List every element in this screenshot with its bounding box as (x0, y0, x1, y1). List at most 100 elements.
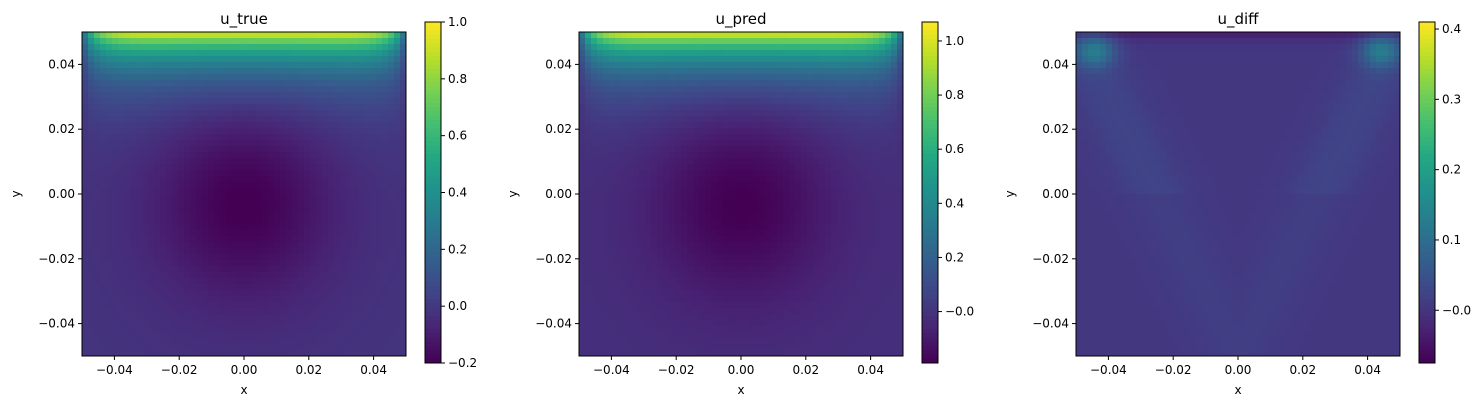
heatmap-cell (825, 116, 832, 123)
heatmap-cell (202, 62, 209, 69)
heatmap-cell (693, 56, 700, 63)
heatmap-cell (358, 62, 365, 69)
heatmap-cell (879, 242, 886, 249)
heatmap-cell (795, 68, 802, 75)
heatmap-cell (208, 266, 215, 273)
heatmap-cell (591, 86, 598, 93)
heatmap-cell (376, 80, 383, 87)
heatmap-cell (304, 140, 311, 147)
heatmap-cell (280, 218, 287, 225)
heatmap-cell (861, 188, 868, 195)
heatmap-cell (891, 32, 898, 39)
heatmap-cell (178, 80, 185, 87)
heatmap-cell (340, 164, 347, 171)
heatmap-cell (639, 32, 646, 39)
heatmap-cell (867, 230, 874, 237)
heatmap-cell (118, 332, 125, 339)
colorbar-segment (425, 51, 441, 57)
heatmap-cell (316, 206, 323, 213)
heatmap-cell (681, 224, 688, 231)
heatmap-cell (370, 314, 377, 321)
heatmap-cell (729, 140, 736, 147)
heatmap-cell (166, 194, 173, 201)
heatmap-cell (160, 332, 167, 339)
heatmap-cell (831, 62, 838, 69)
heatmap-cell (370, 104, 377, 111)
heatmap-cell (310, 236, 317, 243)
heatmap-cell (358, 212, 365, 219)
heatmap-cell (340, 254, 347, 261)
heatmap-cell (256, 44, 263, 51)
heatmap-cell (729, 122, 736, 129)
heatmap-cell (142, 212, 149, 219)
heatmap-cell (663, 200, 670, 207)
heatmap-cell (370, 140, 377, 147)
heatmap-cell (166, 272, 173, 279)
heatmap-cell (274, 122, 281, 129)
heatmap-cell (262, 296, 269, 303)
heatmap-cell (759, 230, 766, 237)
heatmap-cell (687, 32, 694, 39)
heatmap-cell (765, 80, 772, 87)
heatmap-cell (154, 290, 161, 297)
heatmap-cell (657, 98, 664, 105)
heatmap-cell (220, 206, 227, 213)
heatmap-cell (142, 110, 149, 117)
heatmap-cell (681, 182, 688, 189)
heatmap-cell (328, 314, 335, 321)
heatmap-cell (166, 134, 173, 141)
heatmap-cell (801, 116, 808, 123)
heatmap-cell (585, 182, 592, 189)
heatmap-cell (400, 194, 407, 201)
heatmap-cell (154, 86, 161, 93)
heatmap-cell (340, 212, 347, 219)
heatmap-cell (160, 212, 167, 219)
heatmap-cell (579, 110, 586, 117)
heatmap-cell (160, 38, 167, 45)
heatmap-cell (190, 236, 197, 243)
heatmap-cell (178, 350, 185, 357)
heatmap-cell (322, 332, 329, 339)
heatmap-cell (376, 272, 383, 279)
heatmap-cell (729, 110, 736, 117)
heatmap-cell (196, 182, 203, 189)
heatmap-cell (747, 182, 754, 189)
heatmap-cell (376, 224, 383, 231)
colorbar-segment (425, 68, 441, 74)
heatmap-cell (88, 182, 95, 189)
heatmap-cell (106, 230, 113, 237)
heatmap-cell (789, 68, 796, 75)
heatmap-cell (849, 212, 856, 219)
heatmap-cell (358, 44, 365, 51)
heatmap-cell (759, 62, 766, 69)
heatmap-cell (639, 152, 646, 159)
heatmap-cell (286, 188, 293, 195)
heatmap-cell (376, 116, 383, 123)
heatmap-cell (292, 152, 299, 159)
heatmap-cell (400, 284, 407, 291)
heatmap-cell (753, 44, 760, 51)
colorbar-segment (425, 90, 441, 95)
heatmap-cell (639, 68, 646, 75)
heatmap-cell (340, 248, 347, 255)
heatmap-cell (370, 284, 377, 291)
heatmap-cell (322, 56, 329, 63)
heatmap-cell (334, 92, 341, 99)
heatmap-cell (292, 338, 299, 345)
heatmap-cell (166, 104, 173, 111)
heatmap-cell (118, 230, 125, 237)
heatmap-cell (262, 236, 269, 243)
heatmap-cell (88, 50, 95, 57)
heatmap-cell (316, 176, 323, 183)
heatmap-cell (765, 200, 772, 207)
heatmap-cell (843, 218, 850, 225)
heatmap-cell (783, 206, 790, 213)
heatmap-cell (837, 188, 844, 195)
heatmap-cell (885, 62, 892, 69)
heatmap-cell (849, 104, 856, 111)
heatmap-cell (657, 104, 664, 111)
heatmap-cell (735, 128, 742, 135)
heatmap-cell (825, 74, 832, 81)
heatmap-cell (861, 92, 868, 99)
heatmap-cell (352, 128, 359, 135)
